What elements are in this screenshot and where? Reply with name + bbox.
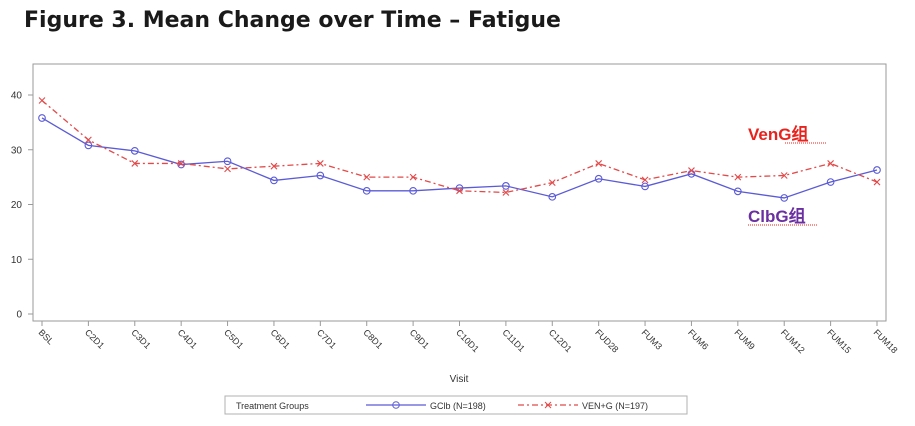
data-point — [409, 186, 417, 195]
x-tick-label: C9D1 — [408, 327, 431, 350]
data-point — [502, 182, 510, 190]
legend: Treatment Groups GClb (N=198) VEN+G (N=1… — [224, 395, 688, 415]
data-point — [38, 97, 46, 104]
data-point — [409, 173, 417, 181]
data-point — [223, 157, 232, 166]
x-tick-label: C8D1 — [361, 327, 384, 350]
legend-label-gclb: GClb (N=198) — [430, 401, 486, 411]
x-tick-label: BSL — [37, 327, 56, 346]
data-point — [130, 146, 139, 155]
data-point — [873, 166, 881, 174]
x-tick-label: C12D1 — [547, 327, 574, 354]
data-point — [548, 192, 557, 201]
data-point — [38, 114, 46, 122]
data-point — [84, 136, 92, 144]
data-point — [224, 165, 231, 173]
x-tick-label: C10D1 — [454, 327, 481, 354]
x-tick-label: C11D1 — [500, 327, 526, 353]
data-point — [594, 174, 603, 183]
data-point — [688, 167, 695, 174]
x-tick-label: FUM12 — [779, 327, 807, 355]
series-line-1 — [41, 99, 878, 194]
data-point — [734, 173, 742, 181]
data-point — [270, 162, 278, 170]
data-point — [502, 189, 510, 196]
data-point — [548, 179, 556, 186]
data-point — [826, 178, 835, 186]
data-point — [873, 178, 881, 186]
data-point — [177, 160, 186, 169]
annotation-veng: VenG组 — [748, 124, 808, 144]
data-point — [316, 171, 325, 180]
data-point — [362, 186, 371, 195]
annotation-clbg: ClbG组 — [748, 206, 806, 226]
data-point — [780, 172, 788, 179]
data-point — [177, 160, 185, 167]
x-tick-label: C2D1 — [83, 327, 106, 350]
series-group — [38, 97, 881, 202]
x-axis-label: Visit — [450, 374, 469, 385]
series-line-0 — [41, 117, 878, 199]
legend-label-veng: VEN+G (N=197) — [582, 401, 648, 411]
data-point — [131, 160, 139, 167]
data-point — [733, 187, 742, 196]
x-tick-label: C7D1 — [315, 327, 338, 350]
y-tick-label: 30 — [11, 145, 23, 156]
data-point — [270, 176, 278, 185]
legend-title: Treatment Groups — [236, 401, 309, 411]
legend-marker-gclb — [392, 401, 400, 409]
y-tick-label: 20 — [11, 200, 23, 211]
data-point — [641, 176, 649, 184]
x-tick-label: C6D1 — [269, 327, 292, 350]
y-tick-label: 0 — [16, 310, 22, 321]
legend-marker-veng — [544, 401, 552, 409]
x-tick-label: C3D1 — [129, 327, 152, 350]
data-point — [84, 141, 93, 150]
data-point — [456, 187, 463, 195]
x-tick-label: C5D1 — [222, 327, 245, 350]
x-tick-label: FUM3 — [640, 327, 664, 351]
x-tick-label: FUM18 — [872, 327, 900, 355]
data-point — [363, 173, 371, 181]
x-axis: BSL C2D1 C3D1 C4D1 C5D1 C6D1 C7D1 C8D1 C9D1 C10D1… — [37, 321, 900, 355]
x-tick-label: FUD28 — [593, 327, 620, 354]
x-tick-label: FUM15 — [825, 327, 853, 355]
data-point — [827, 160, 834, 167]
y-axis: 0 10 20 30 40 — [11, 91, 33, 321]
data-point — [780, 194, 789, 202]
data-point — [316, 160, 324, 167]
data-point — [595, 160, 603, 167]
y-tick-label: 40 — [11, 91, 23, 102]
x-tick-label: FUM6 — [686, 327, 710, 351]
chart-title: Figure 3. Mean Change over Time – Fatigu… — [24, 8, 561, 33]
plot-frame — [32, 63, 887, 322]
x-tick-label: C4D1 — [176, 327, 199, 350]
y-tick-label: 10 — [11, 255, 23, 266]
data-point — [641, 182, 649, 191]
x-tick-label: FUM9 — [732, 327, 756, 351]
legend-frame — [224, 395, 688, 415]
